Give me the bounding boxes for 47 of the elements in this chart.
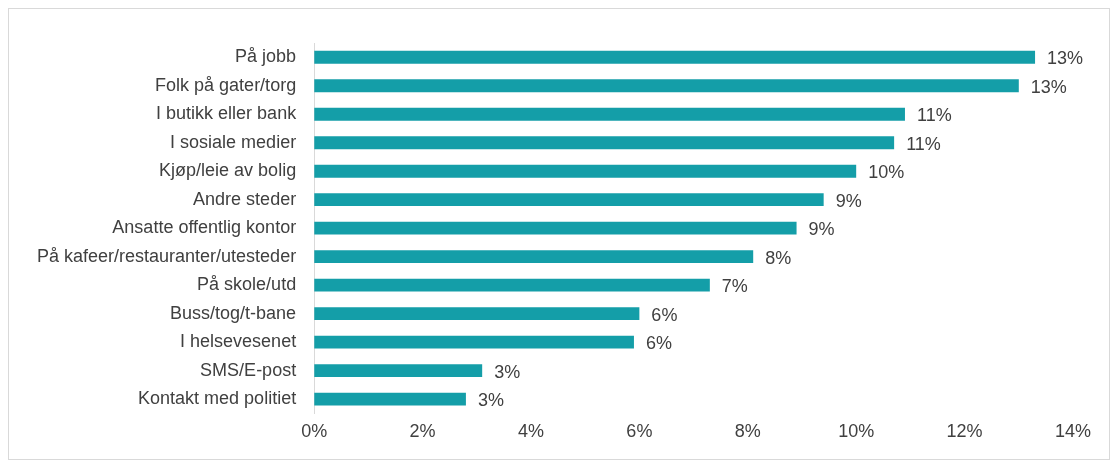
bar	[314, 335, 634, 349]
bar	[314, 107, 905, 121]
bar	[314, 79, 1019, 93]
bar	[314, 392, 466, 406]
data-label: 3%	[477, 390, 504, 411]
data-label: 9%	[835, 190, 862, 211]
bar	[314, 50, 1036, 64]
data-label: 10%	[868, 162, 905, 183]
x-tick-label: 0%	[301, 421, 328, 442]
y-tick-label: I butikk eller bank	[156, 103, 298, 124]
y-tick-label: Kjøp/leie av bolig	[159, 160, 297, 181]
data-label: 13%	[1047, 48, 1084, 69]
data-label: 11%	[916, 105, 952, 126]
y-tick-label: Buss/tog/t-bane	[170, 302, 297, 323]
x-tick-label: 6%	[626, 421, 653, 442]
data-label: 3%	[494, 361, 521, 382]
x-tick-label: 2%	[409, 421, 436, 442]
x-tick-label: 8%	[734, 421, 761, 442]
y-tick-label: Folk på gater/torg	[155, 74, 297, 95]
x-tick-label: 10%	[838, 421, 875, 442]
bar	[314, 193, 824, 207]
y-tick-label: På skole/utd	[197, 274, 297, 295]
x-tick-label: 4%	[517, 421, 544, 442]
data-label: 7%	[721, 276, 748, 297]
bar	[314, 364, 483, 378]
data-label: 13%	[1030, 76, 1067, 97]
data-label: 6%	[645, 333, 672, 354]
data-label: 11%	[906, 133, 941, 154]
bar	[314, 164, 857, 178]
y-tick-label: Kontakt med politiet	[138, 388, 297, 409]
y-tick-label: I sosiale medier	[170, 131, 297, 152]
bar	[314, 307, 640, 321]
y-tick-label: På kafeer/restauranter/utesteder	[36, 245, 297, 266]
y-tick-label: SMS/E-post	[200, 359, 297, 380]
bar	[314, 278, 710, 292]
y-tick-label: På jobb	[235, 46, 297, 67]
bar	[314, 250, 754, 264]
y-tick-label: Andre steder	[193, 188, 297, 209]
data-label: 6%	[651, 304, 678, 325]
bar	[314, 136, 895, 150]
data-label: 9%	[808, 219, 835, 240]
y-tick-label: Ansatte offentlig kontor	[112, 217, 297, 238]
y-tick-label: I helsevesenet	[180, 331, 297, 352]
data-label: 8%	[765, 247, 792, 268]
x-tick-label: 14%	[1054, 421, 1092, 442]
x-tick-label: 12%	[946, 421, 983, 442]
bar	[314, 221, 797, 235]
